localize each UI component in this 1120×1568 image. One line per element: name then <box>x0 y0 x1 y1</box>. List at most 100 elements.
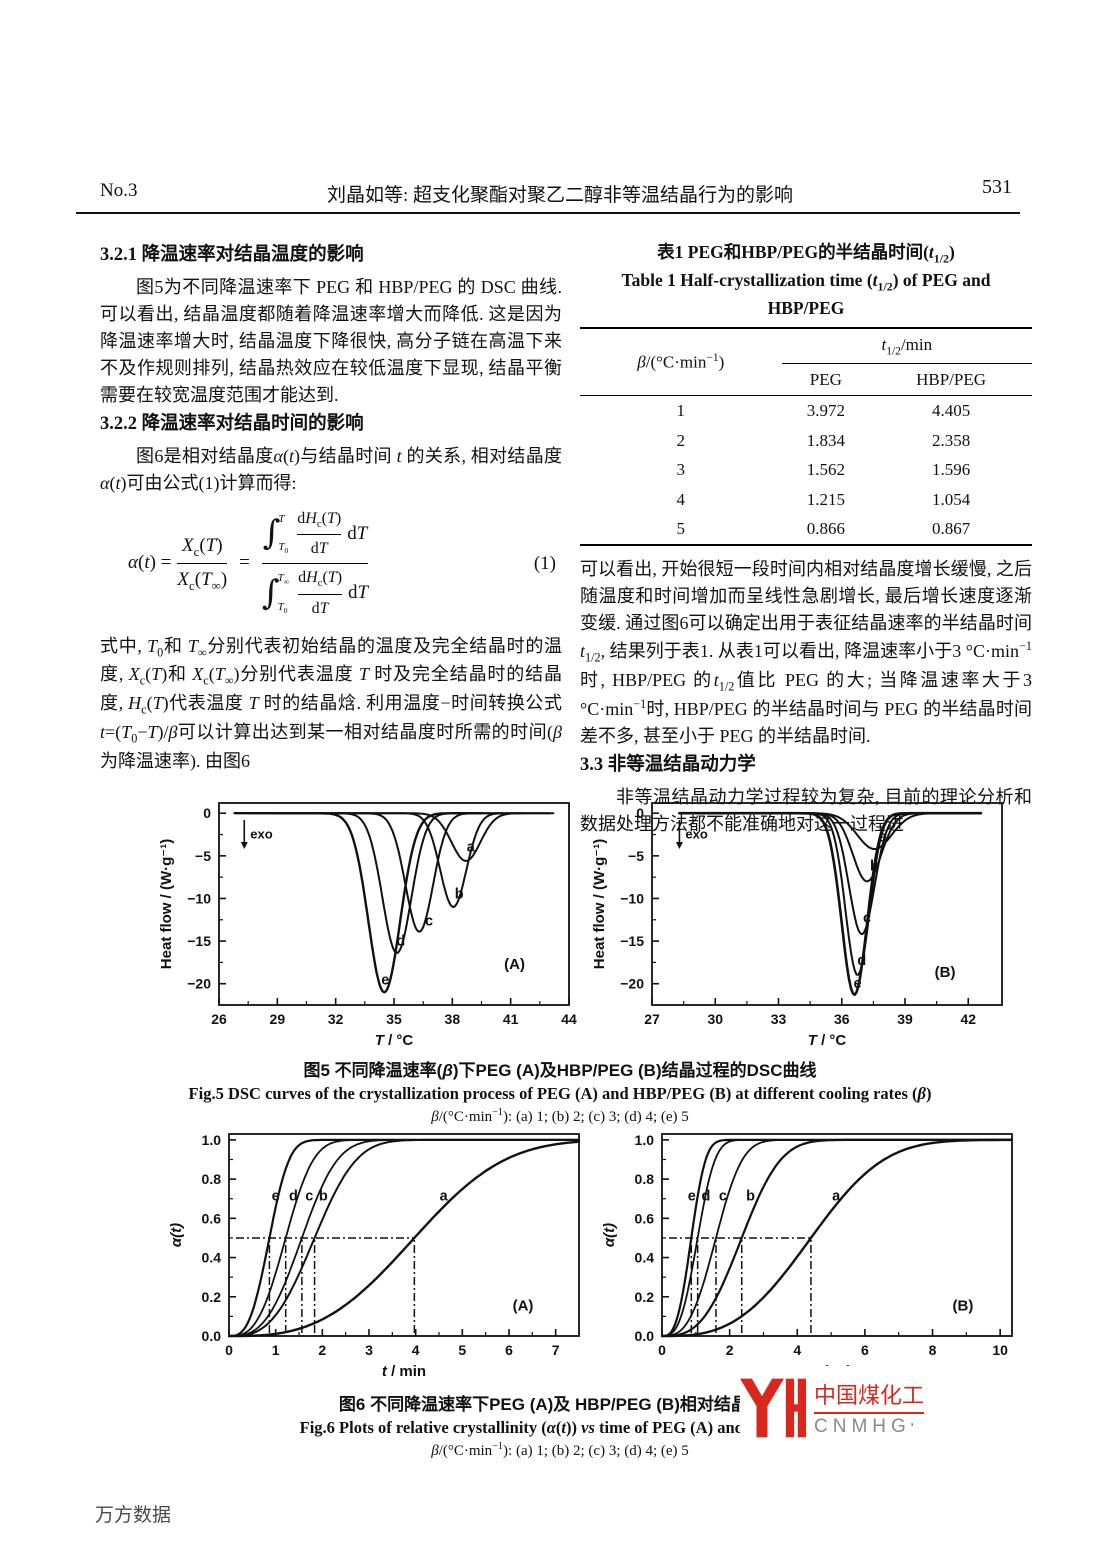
svg-text:e: e <box>272 1189 280 1205</box>
paragraph: 图6是相对结晶度α(t)与结晶时间 t 的关系, 相对结晶度α(t)可由公式(1… <box>100 445 563 493</box>
svg-text:0: 0 <box>203 805 211 821</box>
equals-sign: = <box>239 552 250 574</box>
svg-text:a: a <box>467 840 476 856</box>
svg-text:10: 10 <box>992 1342 1008 1358</box>
halftime-table-body: 1 3.972 4.405 2 1.834 2.358 3 1.562 1.596 4 1.215 1… <box>580 396 1032 545</box>
svg-text:42: 42 <box>960 1011 976 1027</box>
svg-text:0.0: 0.0 <box>202 1328 222 1344</box>
svg-text:α(t): α(t) <box>168 1223 185 1247</box>
svg-text:a: a <box>879 829 888 845</box>
svg-text:32: 32 <box>328 1011 344 1027</box>
svg-text:0: 0 <box>658 1342 666 1358</box>
section-heading-33: 3.3 非等温结晶动力学 <box>580 755 756 776</box>
equation-lhs: α(t) = <box>128 552 172 574</box>
svg-text:t / min: t / min <box>382 1363 426 1380</box>
svg-text:0: 0 <box>225 1342 233 1358</box>
svg-text:0.8: 0.8 <box>202 1171 222 1187</box>
svg-text:a: a <box>440 1189 449 1205</box>
col-header-hbppeg: HBP/PEG <box>870 363 1032 397</box>
fig5-caption-cn: 图5 不同降温速率(β)下PEG (A)及HBP/PEG (B)结晶过程的DSC… <box>303 1061 817 1080</box>
table-row: 5 0.866 0.867 <box>676 519 971 539</box>
svg-text:26: 26 <box>211 1011 227 1027</box>
watermark-mark: ʼ <box>910 1421 914 1435</box>
svg-text:c: c <box>719 1189 727 1205</box>
svg-text:4: 4 <box>793 1342 801 1358</box>
right-column: 表1 PEG和HBP/PEG的半结晶时间(t1/2) Table 1 Half-… <box>580 240 1032 840</box>
svg-text:Heat flow / (W·g⁻¹): Heat flow / (W·g⁻¹) <box>591 839 608 969</box>
table1-title-cn: 表1 PEG和HBP/PEG的半结晶时间(t1/2) <box>657 242 955 266</box>
svg-text:2: 2 <box>726 1342 734 1358</box>
svg-text:0.0: 0.0 <box>635 1328 655 1344</box>
svg-text:c: c <box>305 1189 313 1205</box>
svg-text:4: 4 <box>412 1342 420 1358</box>
svg-text:33: 33 <box>771 1011 787 1027</box>
paragraph: 式中, T0和 T∞分别代表初始结晶的温度及完全结晶时的温度, Xc(T)和 X… <box>100 635 563 772</box>
integral-sign: ∫ <box>262 513 281 554</box>
watermark-en-text: CNMHGʼ <box>814 1416 914 1437</box>
svg-text:exo: exo <box>250 827 272 842</box>
fig5-caption: 图5 不同降温速率(β)下PEG (A)及HBP/PEG (B)结晶过程的DSC… <box>100 1056 1020 1126</box>
col-header-peg: PEG <box>781 363 871 397</box>
svg-text:c: c <box>425 914 433 930</box>
section-heading-321: 3.2.1 降温速率对结晶温度的影响 <box>100 245 364 265</box>
paragraph: 可以看出, 开始很短一段时间内相对结晶度增长缓慢, 之后随温度和时间增加而呈线性… <box>580 558 1032 747</box>
yh-logo-icon <box>740 1378 806 1438</box>
svg-text:3: 3 <box>365 1342 373 1358</box>
svg-text:29: 29 <box>270 1011 286 1027</box>
page-number: 531 <box>982 176 1012 198</box>
table1-title-en: Table 1 Half-crystallization time (t1/2)… <box>621 269 991 318</box>
svg-text:8: 8 <box>929 1342 937 1358</box>
table-row: 2 1.834 2.358 <box>676 430 971 450</box>
svg-text:Heat flow / (W·g⁻¹): Heat flow / (W·g⁻¹) <box>158 839 175 969</box>
svg-text:6: 6 <box>861 1342 869 1358</box>
svg-text:b: b <box>319 1189 328 1205</box>
header-rule <box>76 212 1020 214</box>
equation-number: (1) <box>533 552 556 574</box>
svg-text:1.0: 1.0 <box>202 1132 222 1148</box>
svg-text:5: 5 <box>458 1342 466 1358</box>
svg-text:0.4: 0.4 <box>202 1250 222 1266</box>
wanfang-data-watermark: 万方数据 <box>95 1505 172 1526</box>
svg-text:0.2: 0.2 <box>635 1289 655 1305</box>
svg-text:0.8: 0.8 <box>635 1171 655 1187</box>
svg-text:d: d <box>857 953 866 969</box>
issue-number: No.3 <box>100 180 138 201</box>
svg-text:6: 6 <box>505 1342 513 1358</box>
svg-text:−10: −10 <box>620 890 644 906</box>
svg-text:1: 1 <box>272 1342 280 1358</box>
svg-text:41: 41 <box>503 1011 519 1027</box>
table-row: 1 3.972 4.405 <box>676 401 971 421</box>
svg-text:b: b <box>455 886 464 902</box>
svg-text:0.2: 0.2 <box>202 1289 222 1305</box>
svg-text:44: 44 <box>561 1011 577 1027</box>
svg-text:a: a <box>832 1189 841 1205</box>
section-heading-322: 3.2.2 降温速率对结晶时间的影响 <box>100 413 364 434</box>
fraction-xc: Xc(T) Xc(T∞) <box>177 534 228 593</box>
fig6-panel-a-crystallinity-chart: 0 1 2 3 4 5 6 7 0.0 0.2 0.4 0.6 0.8 1.0 e d c b a (A) t / mi… <box>168 1132 581 1380</box>
svg-text:2: 2 <box>318 1342 326 1358</box>
svg-text:27: 27 <box>644 1011 660 1027</box>
svg-text:−20: −20 <box>620 976 644 992</box>
svg-text:d: d <box>289 1189 298 1205</box>
svg-text:b: b <box>870 858 879 874</box>
svg-text:(A): (A) <box>513 1298 534 1315</box>
fraction-integrals: ∫ T T0 dHc(T) dT dT ∫ T∞ <box>261 509 369 617</box>
svg-text:36: 36 <box>834 1011 850 1027</box>
fig5-panel-b-dsc-chart: 27 30 33 36 39 42 0 −5 −10 −15 −20 exo ab c de (B) T / °… <box>591 802 1003 1049</box>
svg-text:0.4: 0.4 <box>635 1250 655 1266</box>
paragraph: 图5为不同降温速率下 PEG 和 HBP/PEG 的 DSC 曲线. 可以看出,… <box>100 276 562 405</box>
fig5-caption-en: Fig.5 DSC curves of the crystallization … <box>188 1084 932 1103</box>
fig5-panel-a-dsc-chart: 26 29 32 35 38 41 44 0 −5 −10 −15 −20 exo a b c d e (A) T /… <box>158 802 577 1049</box>
svg-text:e: e <box>688 1189 696 1205</box>
svg-text:30: 30 <box>707 1011 723 1027</box>
svg-text:39: 39 <box>897 1011 913 1027</box>
watermark-cn-text: 中国煤化工 <box>814 1378 925 1414</box>
col-header-thalf: t1/2/min <box>781 327 1032 364</box>
svg-text:b: b <box>746 1189 755 1205</box>
cnmhg-watermark: 中国煤化工 CNMHGʼ <box>740 1366 940 1450</box>
svg-text:0: 0 <box>636 805 644 821</box>
svg-text:0.6: 0.6 <box>635 1210 655 1226</box>
svg-text:T / °C: T / °C <box>808 1032 847 1049</box>
fig6-caption-rates: β/(°C·min−1): (a) 1; (b) 2; (c) 3; (d) 4… <box>431 1441 689 1459</box>
